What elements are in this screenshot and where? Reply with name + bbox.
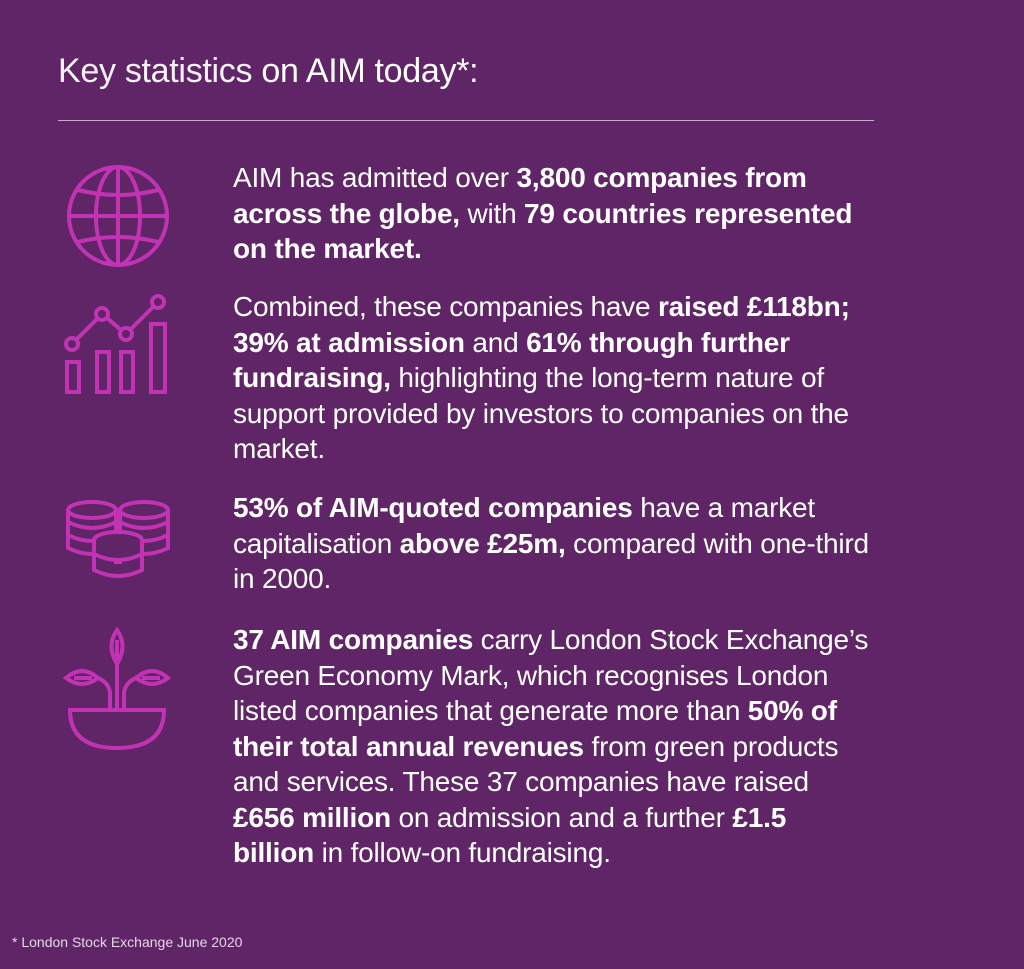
stat-2-bold-2: 61% through further fundraising,	[233, 326, 790, 394]
stat-3-text-1: have a market capitalisation	[233, 492, 816, 559]
stat-4-text-4: in follow-on fundraising.	[314, 837, 611, 868]
page-title: Key statistics on AIM today*:	[58, 52, 479, 91]
coin-stacks-icon	[62, 498, 174, 582]
stat-4-text-1: carry London Stock Exchange’s Green Econ…	[233, 624, 869, 726]
stat-4-bold-4: £1.5 billion	[233, 801, 787, 869]
stat-4-text-3: on admission and a further	[390, 801, 733, 833]
stat-1-bold-2: 79 countries represented on the market.	[233, 197, 853, 265]
stat-3-bold-1: 53% of AIM-quoted companies	[233, 492, 633, 523]
stat-text-market-cap: 53% of AIM-quoted companies have a marke…	[233, 490, 873, 597]
title-part-2: on AIM today*:	[261, 52, 479, 90]
source-footnote: * London Stock Exchange June 2020	[12, 934, 243, 950]
globe-icon	[62, 160, 174, 272]
growth-chart-icon	[62, 290, 174, 400]
stat-4-bold-3: £656 million	[233, 801, 391, 833]
stat-2-text-2: and	[464, 326, 527, 358]
stat-2-text-3: highlighting the long-term nature of sup…	[233, 362, 849, 464]
stat-1-text-1: AIM has admitted over	[233, 162, 517, 193]
stat-4-text-2: from green products and services. These …	[233, 730, 839, 798]
stat-text-capital-raised: Combined, these companies have raised £1…	[233, 289, 873, 467]
stat-1-bold-1: 3,800 companies from across the globe,	[233, 162, 807, 229]
title-part-1: Key statistics	[58, 52, 262, 90]
stat-4-bold-1: 37 AIM companies	[233, 624, 474, 655]
stat-2-bold-1: raised £118bn; 39% at admission	[233, 291, 850, 358]
stat-2-text-1: Combined, these companies have	[233, 291, 658, 322]
stat-3-bold-2: above £25m,	[399, 527, 566, 559]
stat-1-text-2: with	[459, 197, 525, 229]
stat-text-green-economy: 37 AIM companies carry London Stock Exch…	[233, 622, 873, 871]
plant-icon	[62, 626, 172, 754]
stat-3-text-2: compared with one-third in 2000.	[233, 527, 869, 595]
title-divider	[58, 120, 874, 121]
stat-text-global-reach: AIM has admitted over 3,800 companies fr…	[233, 160, 873, 267]
stat-4-bold-2: 50% of their total annual revenues	[233, 695, 837, 762]
